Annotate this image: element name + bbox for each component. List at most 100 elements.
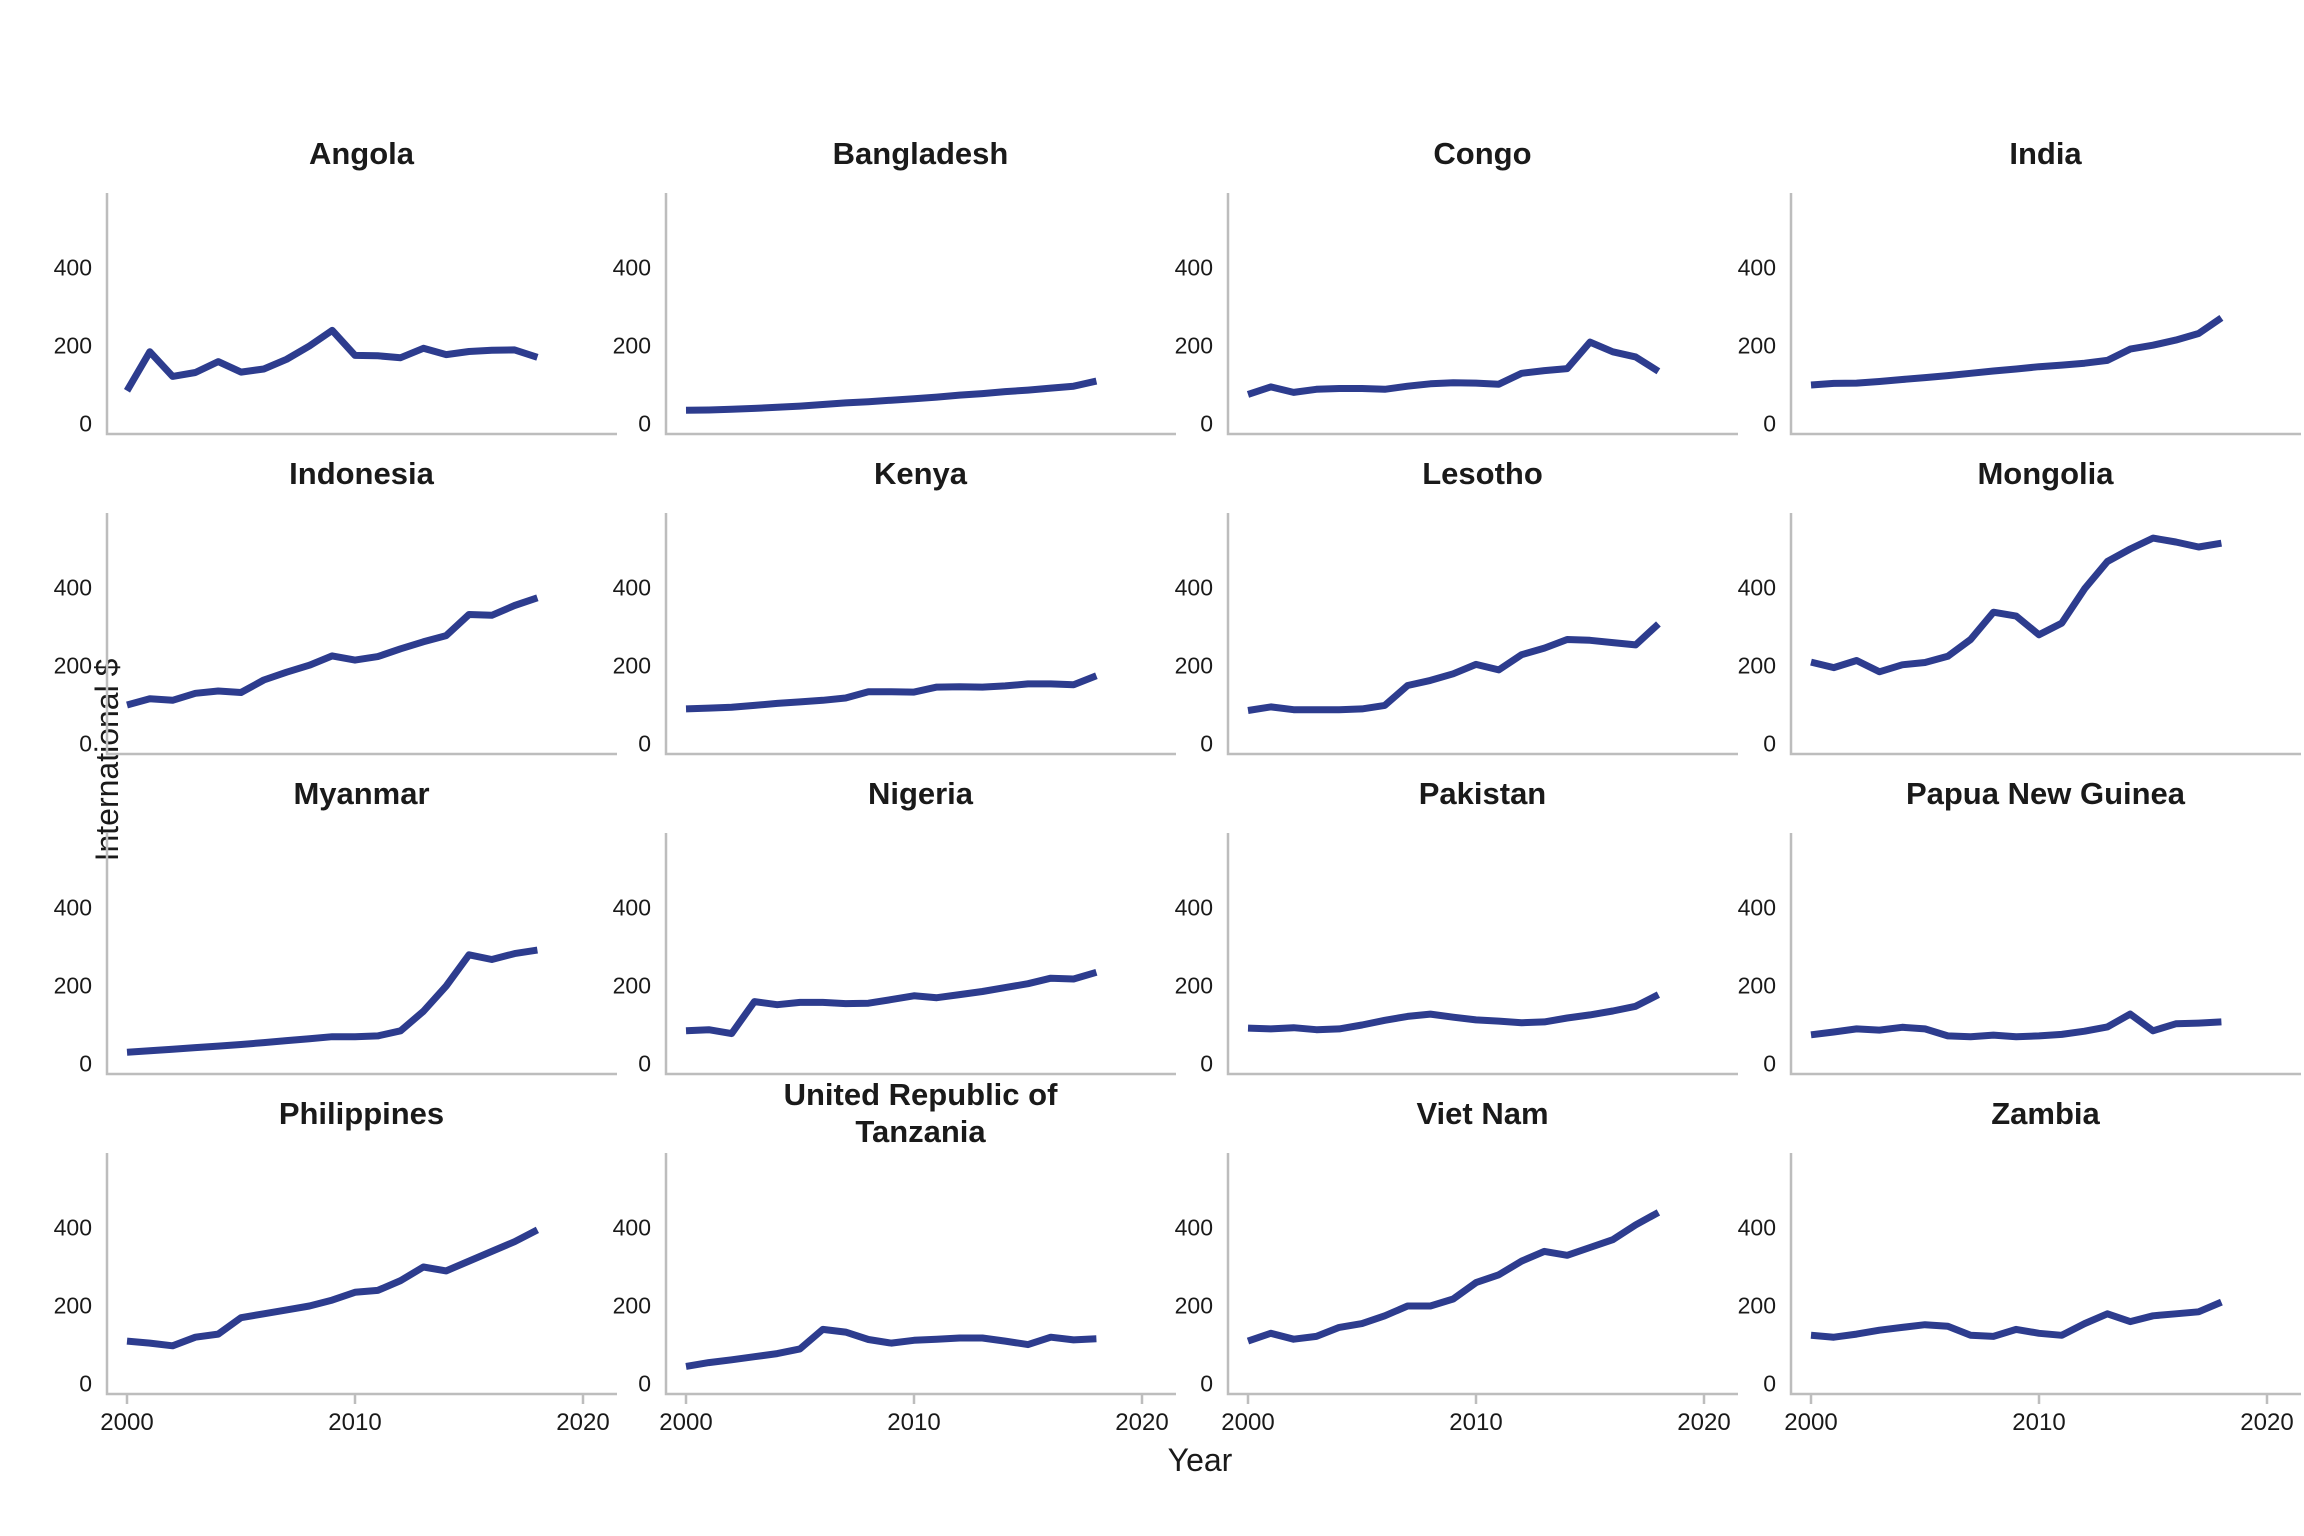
- axis-lines: [1226, 833, 1738, 1076]
- axis-lines: [1226, 1153, 1738, 1396]
- country-panel: Angola 0 200 400: [0, 115, 620, 437]
- panel-title: Lesotho: [1422, 455, 1543, 491]
- x-tick-label: 2000: [100, 1409, 154, 1436]
- panel-title: Kenya: [873, 455, 968, 491]
- country-panel: United Republic of Tanzania 0 200 400 2000 2…: [559, 1075, 1179, 1436]
- panel-title: Papua New Guinea: [1905, 775, 2186, 811]
- country-panel: Papua New Guinea 0 200 400: [1684, 755, 2304, 1077]
- x-tick-label: 2010: [2012, 1409, 2066, 1436]
- country-panel: Mongolia 0 200 400: [1684, 435, 2304, 757]
- axis-lines: [1789, 513, 2301, 756]
- x-tick-label: 2010: [1449, 1409, 1503, 1436]
- y-tick-label: 400: [1737, 1214, 1776, 1241]
- y-tick-label: 200: [1174, 972, 1213, 999]
- data-line: [123, 326, 539, 393]
- line-chart: [1789, 1153, 2301, 1404]
- line-chart: [664, 1153, 1176, 1404]
- axis-lines: [664, 513, 1176, 756]
- panel-title: Mongolia: [1977, 455, 2114, 491]
- panel-title: Myanmar: [293, 775, 430, 811]
- x-tick-label: 2000: [659, 1409, 713, 1436]
- y-tick-label: 200: [1737, 332, 1776, 359]
- axis-lines: [105, 513, 617, 756]
- data-line: [1810, 534, 2222, 676]
- x-tick-marks: [1246, 1394, 1706, 1404]
- y-tick-label: 400: [1174, 254, 1213, 281]
- line-chart: [105, 193, 617, 436]
- x-tick-marks: [1809, 1394, 2269, 1404]
- country-panel: Philippines 0 200 400 2000 2010 2020: [0, 1075, 620, 1436]
- axis-lines: [105, 1153, 617, 1396]
- country-panel: Viet Nam 0 200 400 2000 2010 2020: [1121, 1075, 1741, 1436]
- data-line: [1246, 338, 1661, 398]
- panel-title: Pakistan: [1418, 775, 1547, 811]
- x-tick-label: 2020: [1677, 1409, 1731, 1436]
- y-tick-label: 0: [1763, 410, 1776, 437]
- y-tick-label: 0: [638, 1370, 651, 1397]
- y-tick-label: 400: [53, 254, 92, 281]
- y-tick-label: 200: [1737, 1292, 1776, 1319]
- panel-title: Viet Nam: [1416, 1095, 1549, 1131]
- line-chart: [1789, 833, 2301, 1076]
- data-line: [126, 946, 538, 1056]
- x-tick-marks: [684, 1394, 1144, 1404]
- line-chart: [664, 513, 1176, 756]
- data-line: [126, 594, 539, 709]
- x-axis-title-text: Year: [1167, 1442, 1233, 1478]
- y-tick-label: 200: [1737, 652, 1776, 679]
- y-tick-label: 400: [612, 894, 651, 921]
- y-tick-label: 0: [1200, 410, 1213, 437]
- y-tick-label: 200: [1737, 972, 1776, 999]
- y-tick-label: 0: [79, 1370, 92, 1397]
- line-chart: [664, 833, 1176, 1076]
- panel-title: United Republic of Tanzania: [783, 1077, 1058, 1149]
- data-line: [685, 1325, 1097, 1370]
- country-panel: Indonesia 0 200 400: [0, 435, 620, 757]
- data-line: [126, 1226, 540, 1350]
- y-tick-label: 200: [53, 972, 92, 999]
- y-tick-label: 0: [638, 1050, 651, 1077]
- y-tick-label: 400: [612, 1214, 651, 1241]
- x-axis-title: Year: [0, 1442, 2304, 1479]
- y-tick-label: 0: [1200, 730, 1213, 757]
- data-line: [685, 968, 1098, 1038]
- country-panel: Zambia 0 200 400 2000 2010 2020: [1684, 1075, 2304, 1436]
- line-chart: [1226, 193, 1738, 436]
- y-tick-label: 400: [53, 894, 92, 921]
- data-line: [1247, 621, 1661, 714]
- y-tick-label: 400: [1174, 574, 1213, 601]
- y-tick-label: 200: [53, 652, 92, 679]
- x-tick-label: 2020: [556, 1409, 610, 1436]
- axis-lines: [1226, 513, 1738, 756]
- axis-lines: [1789, 833, 2301, 1076]
- axis-lines: [105, 193, 617, 436]
- data-line: [1810, 1298, 2223, 1341]
- country-panel: Myanmar 0 200 400: [0, 755, 620, 1077]
- line-chart: [105, 513, 617, 756]
- panel-title: Zambia: [1991, 1095, 2100, 1131]
- line-chart: [1226, 1153, 1738, 1404]
- line-chart: [105, 1153, 617, 1404]
- y-tick-label: 0: [1763, 1370, 1776, 1397]
- panel-title: Indonesia: [289, 455, 434, 491]
- line-chart: [1226, 833, 1738, 1076]
- y-tick-label: 0: [79, 1050, 92, 1077]
- x-tick-label: 2020: [1115, 1409, 1169, 1436]
- x-tick-label: 2020: [2240, 1409, 2294, 1436]
- y-tick-label: 200: [612, 332, 651, 359]
- line-chart: [1789, 513, 2301, 756]
- x-tick-label: 2000: [1784, 1409, 1838, 1436]
- country-panel: Pakistan 0 200 400: [1121, 755, 1741, 1077]
- y-tick-label: 200: [612, 652, 651, 679]
- x-tick-label: 2000: [1221, 1409, 1275, 1436]
- y-tick-label: 0: [638, 410, 651, 437]
- x-tick-label: 2010: [887, 1409, 941, 1436]
- y-tick-label: 200: [612, 972, 651, 999]
- axis-lines: [664, 193, 1176, 436]
- line-chart: [1226, 513, 1738, 756]
- y-tick-label: 400: [53, 1214, 92, 1241]
- country-panel: Lesotho 0 200 400: [1121, 435, 1741, 757]
- data-line: [685, 377, 1098, 414]
- y-tick-label: 0: [1763, 730, 1776, 757]
- y-tick-label: 200: [1174, 332, 1213, 359]
